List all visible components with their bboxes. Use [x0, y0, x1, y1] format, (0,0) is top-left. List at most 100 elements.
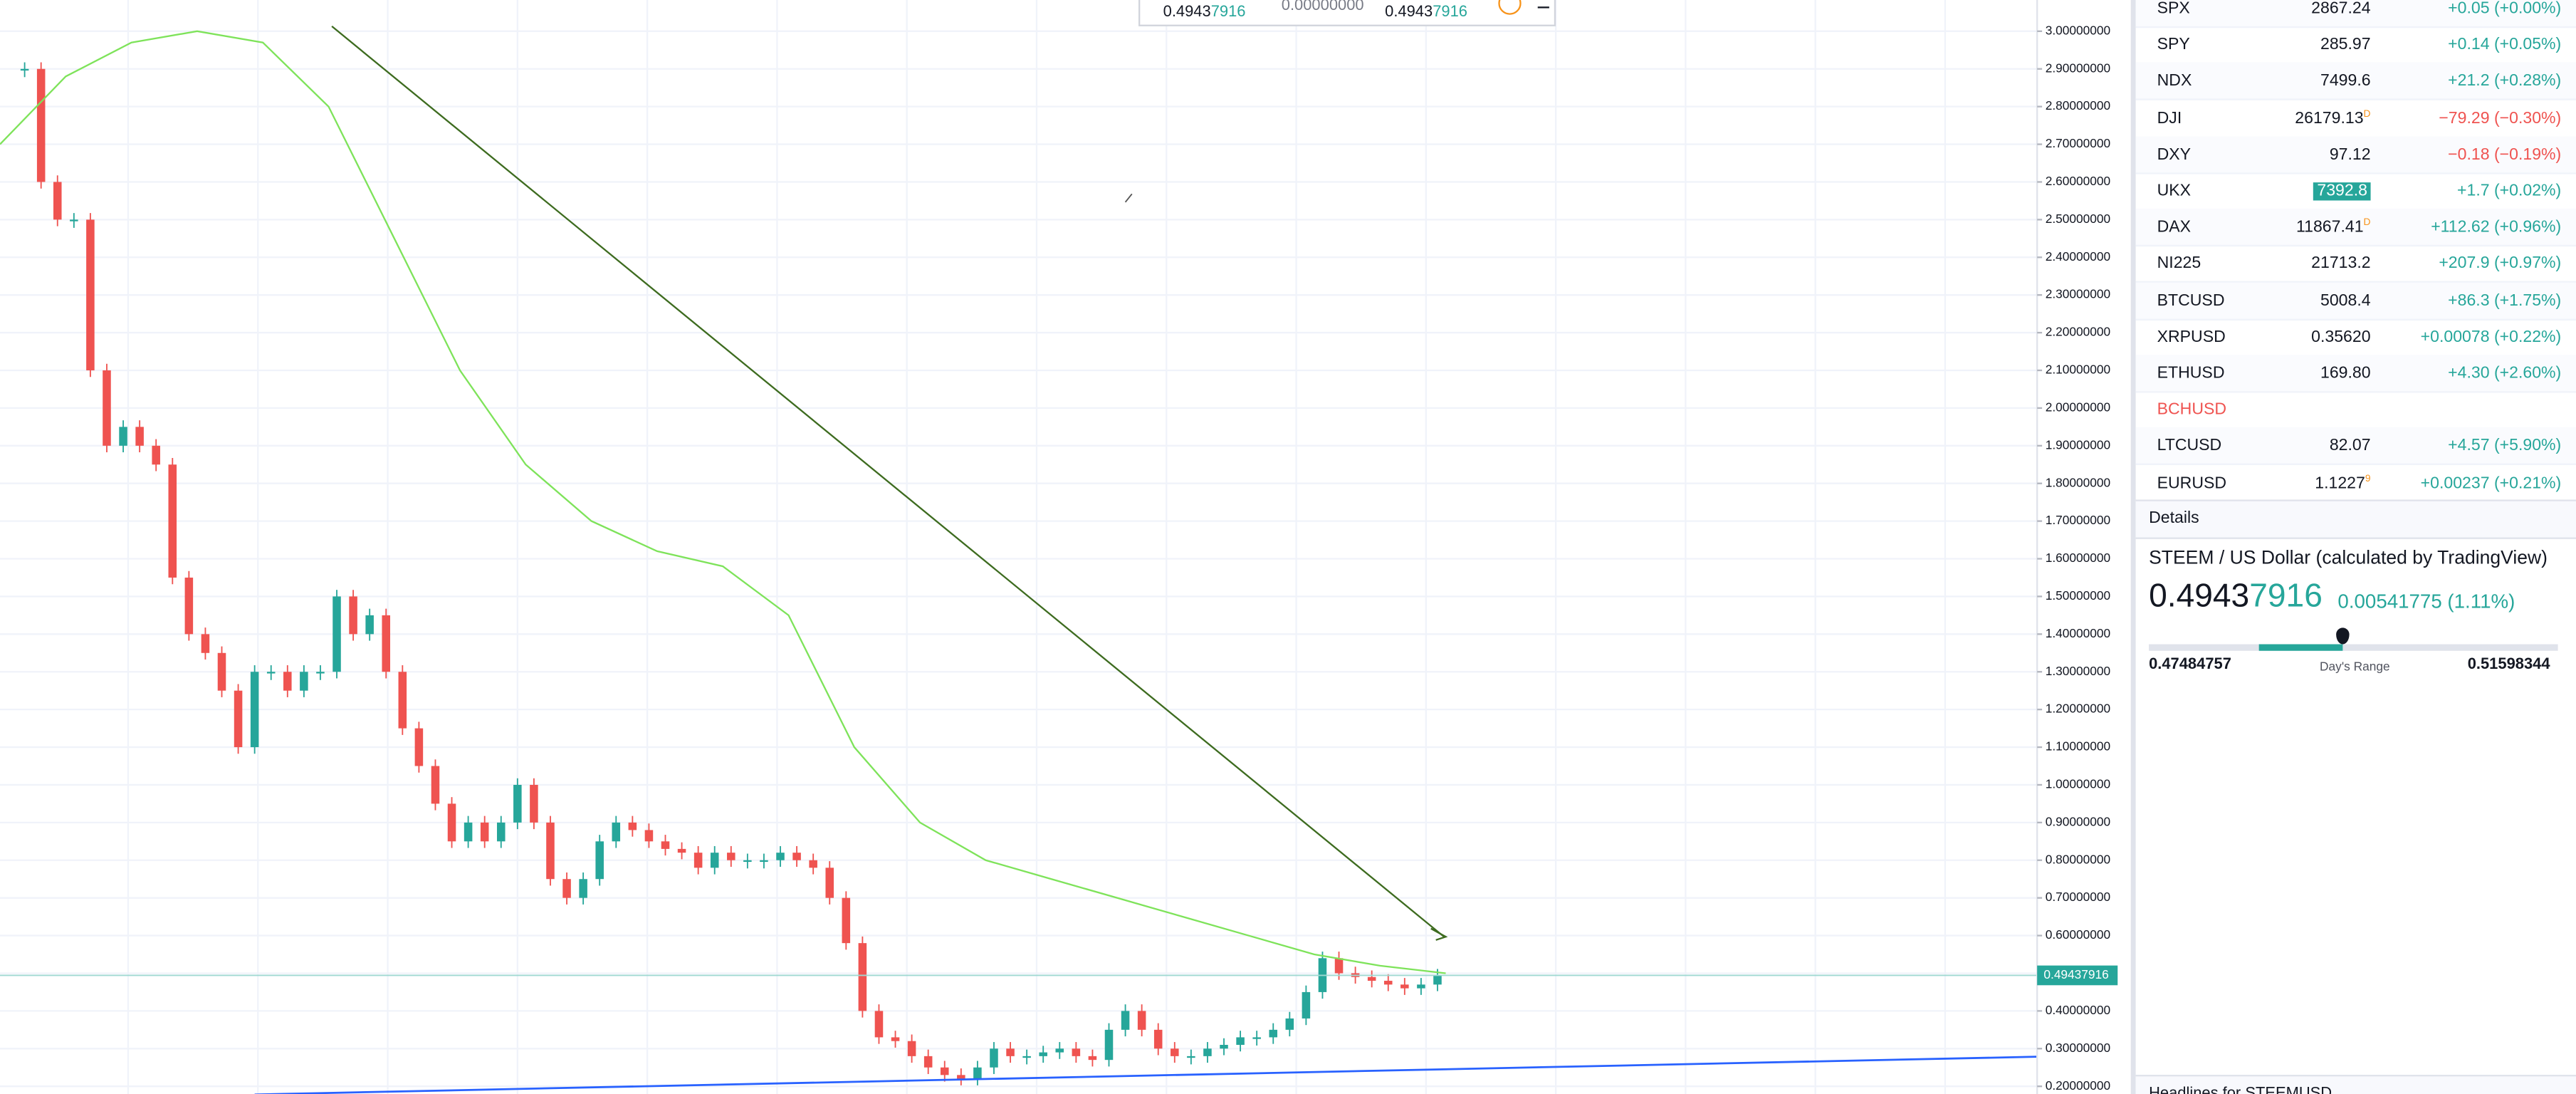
candle: [1039, 1052, 1047, 1056]
candle: [1252, 1037, 1261, 1039]
change: +0.14 (+0.05%): [2448, 36, 2562, 55]
candle: [710, 853, 719, 868]
candle: [316, 672, 325, 674]
price-tail: 7916: [2249, 578, 2323, 615]
candle: [940, 1067, 949, 1075]
chart: 0.200000000.300000000.400000000.50000000…: [0, 0, 2131, 1094]
candle: [1334, 958, 1344, 974]
symbol: DXY: [2157, 145, 2192, 165]
y-tick-label: 1.40000000: [2046, 626, 2110, 640]
headlines-title[interactable]: Headlines for STEEMUSD: [2149, 1084, 2332, 1094]
panel-divider: [2130, 0, 2136, 1094]
candle: [644, 830, 654, 842]
symbol: XRPUSD: [2157, 328, 2226, 347]
candle: [957, 1075, 965, 1079]
change: −0.18 (−0.19%): [2448, 145, 2562, 165]
y-tick-label: 1.20000000: [2046, 702, 2110, 716]
watchlist-row[interactable]: ETHUSD 169.80 +4.30 (+2.60%): [2135, 355, 2576, 393]
overlay: [0, 30, 2038, 976]
symbol: SPY: [2157, 36, 2190, 55]
alert-icon[interactable]: [1498, 0, 1522, 15]
watchlist-row[interactable]: BCHUSD: [2135, 392, 2576, 429]
y-tick-label: 2.40000000: [2046, 249, 2110, 264]
candle: [86, 219, 95, 370]
watchlist-row[interactable]: EURUSD 1.12279 +0.00237 (+0.21%): [2135, 464, 2576, 503]
candle: [628, 822, 637, 830]
candle: [530, 784, 538, 823]
candle: [1022, 1056, 1031, 1058]
candle: [168, 464, 177, 578]
candle: [250, 672, 259, 748]
watchlist-row[interactable]: DJI 26179.13D −79.29 (−0.30%): [2135, 100, 2576, 137]
y-tick-label: 0.80000000: [2046, 852, 2110, 866]
candle: [1055, 1048, 1064, 1053]
candle: [496, 822, 506, 842]
candle: [234, 690, 243, 748]
watchlist-row[interactable]: UKX 7392.8 +1.7 (+0.02%): [2135, 172, 2576, 211]
watchlist-row[interactable]: DAX 11867.41D +112.62 (+0.96%): [2135, 209, 2576, 247]
candle: [776, 853, 785, 860]
candle: [1302, 991, 1311, 1019]
candle: [1153, 1029, 1163, 1049]
range-fill: [2258, 644, 2343, 651]
last-price-label: 0.49437916: [2043, 967, 2108, 981]
watchlist-row[interactable]: NI225 21713.2 +207.9 (+0.97%): [2135, 246, 2576, 283]
candle: [217, 652, 226, 691]
last-value: 82.07: [2329, 437, 2371, 457]
symbol-name: STEEM / US Dollar (calculated by Trading…: [2149, 548, 2548, 569]
change: +0.00078 (+0.22%): [2420, 328, 2562, 347]
symbol: NI225: [2157, 255, 2201, 274]
y-tick-label: 1.60000000: [2046, 551, 2110, 565]
last-price: 7392.8: [2313, 182, 2371, 201]
toolbar-change: 0.00000000: [1281, 0, 1364, 15]
toolbar-open: 0.49437916: [1163, 4, 1246, 21]
candle: [480, 822, 489, 842]
y-tick-label: 0.60000000: [2046, 927, 2110, 942]
last-price: 5008.4: [2320, 292, 2371, 310]
y-tick-label: 2.70000000: [2046, 136, 2110, 150]
last-price: 2867.24: [2311, 0, 2370, 18]
trend-line[interactable]: [331, 26, 1445, 938]
change: +1.7 (+0.02%): [2457, 182, 2562, 201]
close-tail: 7916: [1433, 3, 1467, 21]
watchlist-row[interactable]: LTCUSD 82.07 +4.57 (+5.90%): [2135, 427, 2576, 466]
y-tick-label: 1.50000000: [2046, 588, 2110, 603]
last-flag: 9: [2365, 474, 2371, 484]
symbol: BCHUSD: [2157, 401, 2227, 420]
candle: [1088, 1056, 1097, 1061]
watchlist-row[interactable]: SPY 285.97 +0.14 (+0.05%): [2135, 26, 2576, 65]
last-value: 5008.4: [2320, 291, 2371, 311]
y-tick-label: 2.00000000: [2046, 400, 2110, 414]
candle: [447, 803, 456, 842]
last-value: 1.1227: [2315, 474, 2365, 493]
candle: [365, 615, 374, 635]
details-tab[interactable]: Details: [2149, 509, 2199, 528]
candle: [842, 897, 851, 944]
candle: [990, 1048, 998, 1068]
change: +0.00237 (+0.21%): [2420, 474, 2562, 493]
candle: [579, 879, 587, 898]
candle: [1104, 1029, 1114, 1061]
watchlist-row[interactable]: SPX 2867.24 +0.05 (+0.00%): [2135, 0, 2576, 28]
candle: [727, 853, 735, 860]
open-main: 0.4943: [1163, 3, 1211, 21]
last-value: 0.35620: [2311, 328, 2371, 347]
watchlist-row[interactable]: DXY 97.12 −0.18 (−0.19%): [2135, 136, 2576, 174]
candle: [562, 879, 571, 898]
cursor-mark: [1124, 193, 1133, 203]
last-price: 97.12: [2330, 146, 2371, 164]
price-axis: 0.200000000.300000000.400000000.50000000…: [2037, 23, 2118, 1093]
candle: [661, 841, 670, 849]
candle: [1236, 1037, 1245, 1045]
chart-bg: [0, 0, 2131, 1094]
y-tick-label: 2.50000000: [2046, 212, 2110, 226]
ohlc-toolbar: 0.49437916 0.00000000 0.49437916: [1138, 0, 1556, 26]
watchlist-row[interactable]: BTCUSD 5008.4 +86.3 (+1.75%): [2135, 281, 2576, 321]
minimize-button[interactable]: [1537, 6, 1549, 9]
watchlist-row[interactable]: NDX 7499.6 +21.2 (+0.28%): [2135, 63, 2576, 101]
watchlist-row[interactable]: XRPUSD 0.35620 +0.00078 (+0.22%): [2135, 318, 2576, 357]
candle: [1203, 1048, 1212, 1056]
support-line[interactable]: [254, 1056, 2038, 1094]
open-tail: 7916: [1210, 3, 1246, 21]
last-price: 285.97: [2320, 36, 2371, 54]
